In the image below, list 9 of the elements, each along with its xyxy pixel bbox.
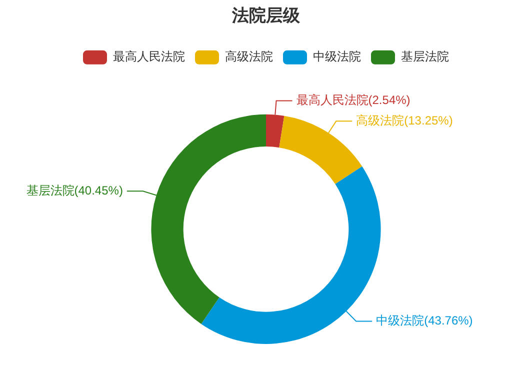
legend-label: 基层法院 bbox=[401, 50, 449, 64]
data-label: 中级法院(43.76%) bbox=[376, 314, 473, 328]
data-label: 高级法院(13.25%) bbox=[356, 113, 453, 128]
data-label: 基层法院(40.45%) bbox=[26, 183, 123, 198]
legend-label: 最高人民法院 bbox=[113, 50, 185, 64]
data-label: 最高人民法院(2.54%) bbox=[296, 93, 410, 108]
chart-title: 法院层级 bbox=[231, 6, 301, 25]
legend-label: 高级法院 bbox=[225, 50, 273, 64]
legend-label: 中级法院 bbox=[313, 50, 361, 64]
